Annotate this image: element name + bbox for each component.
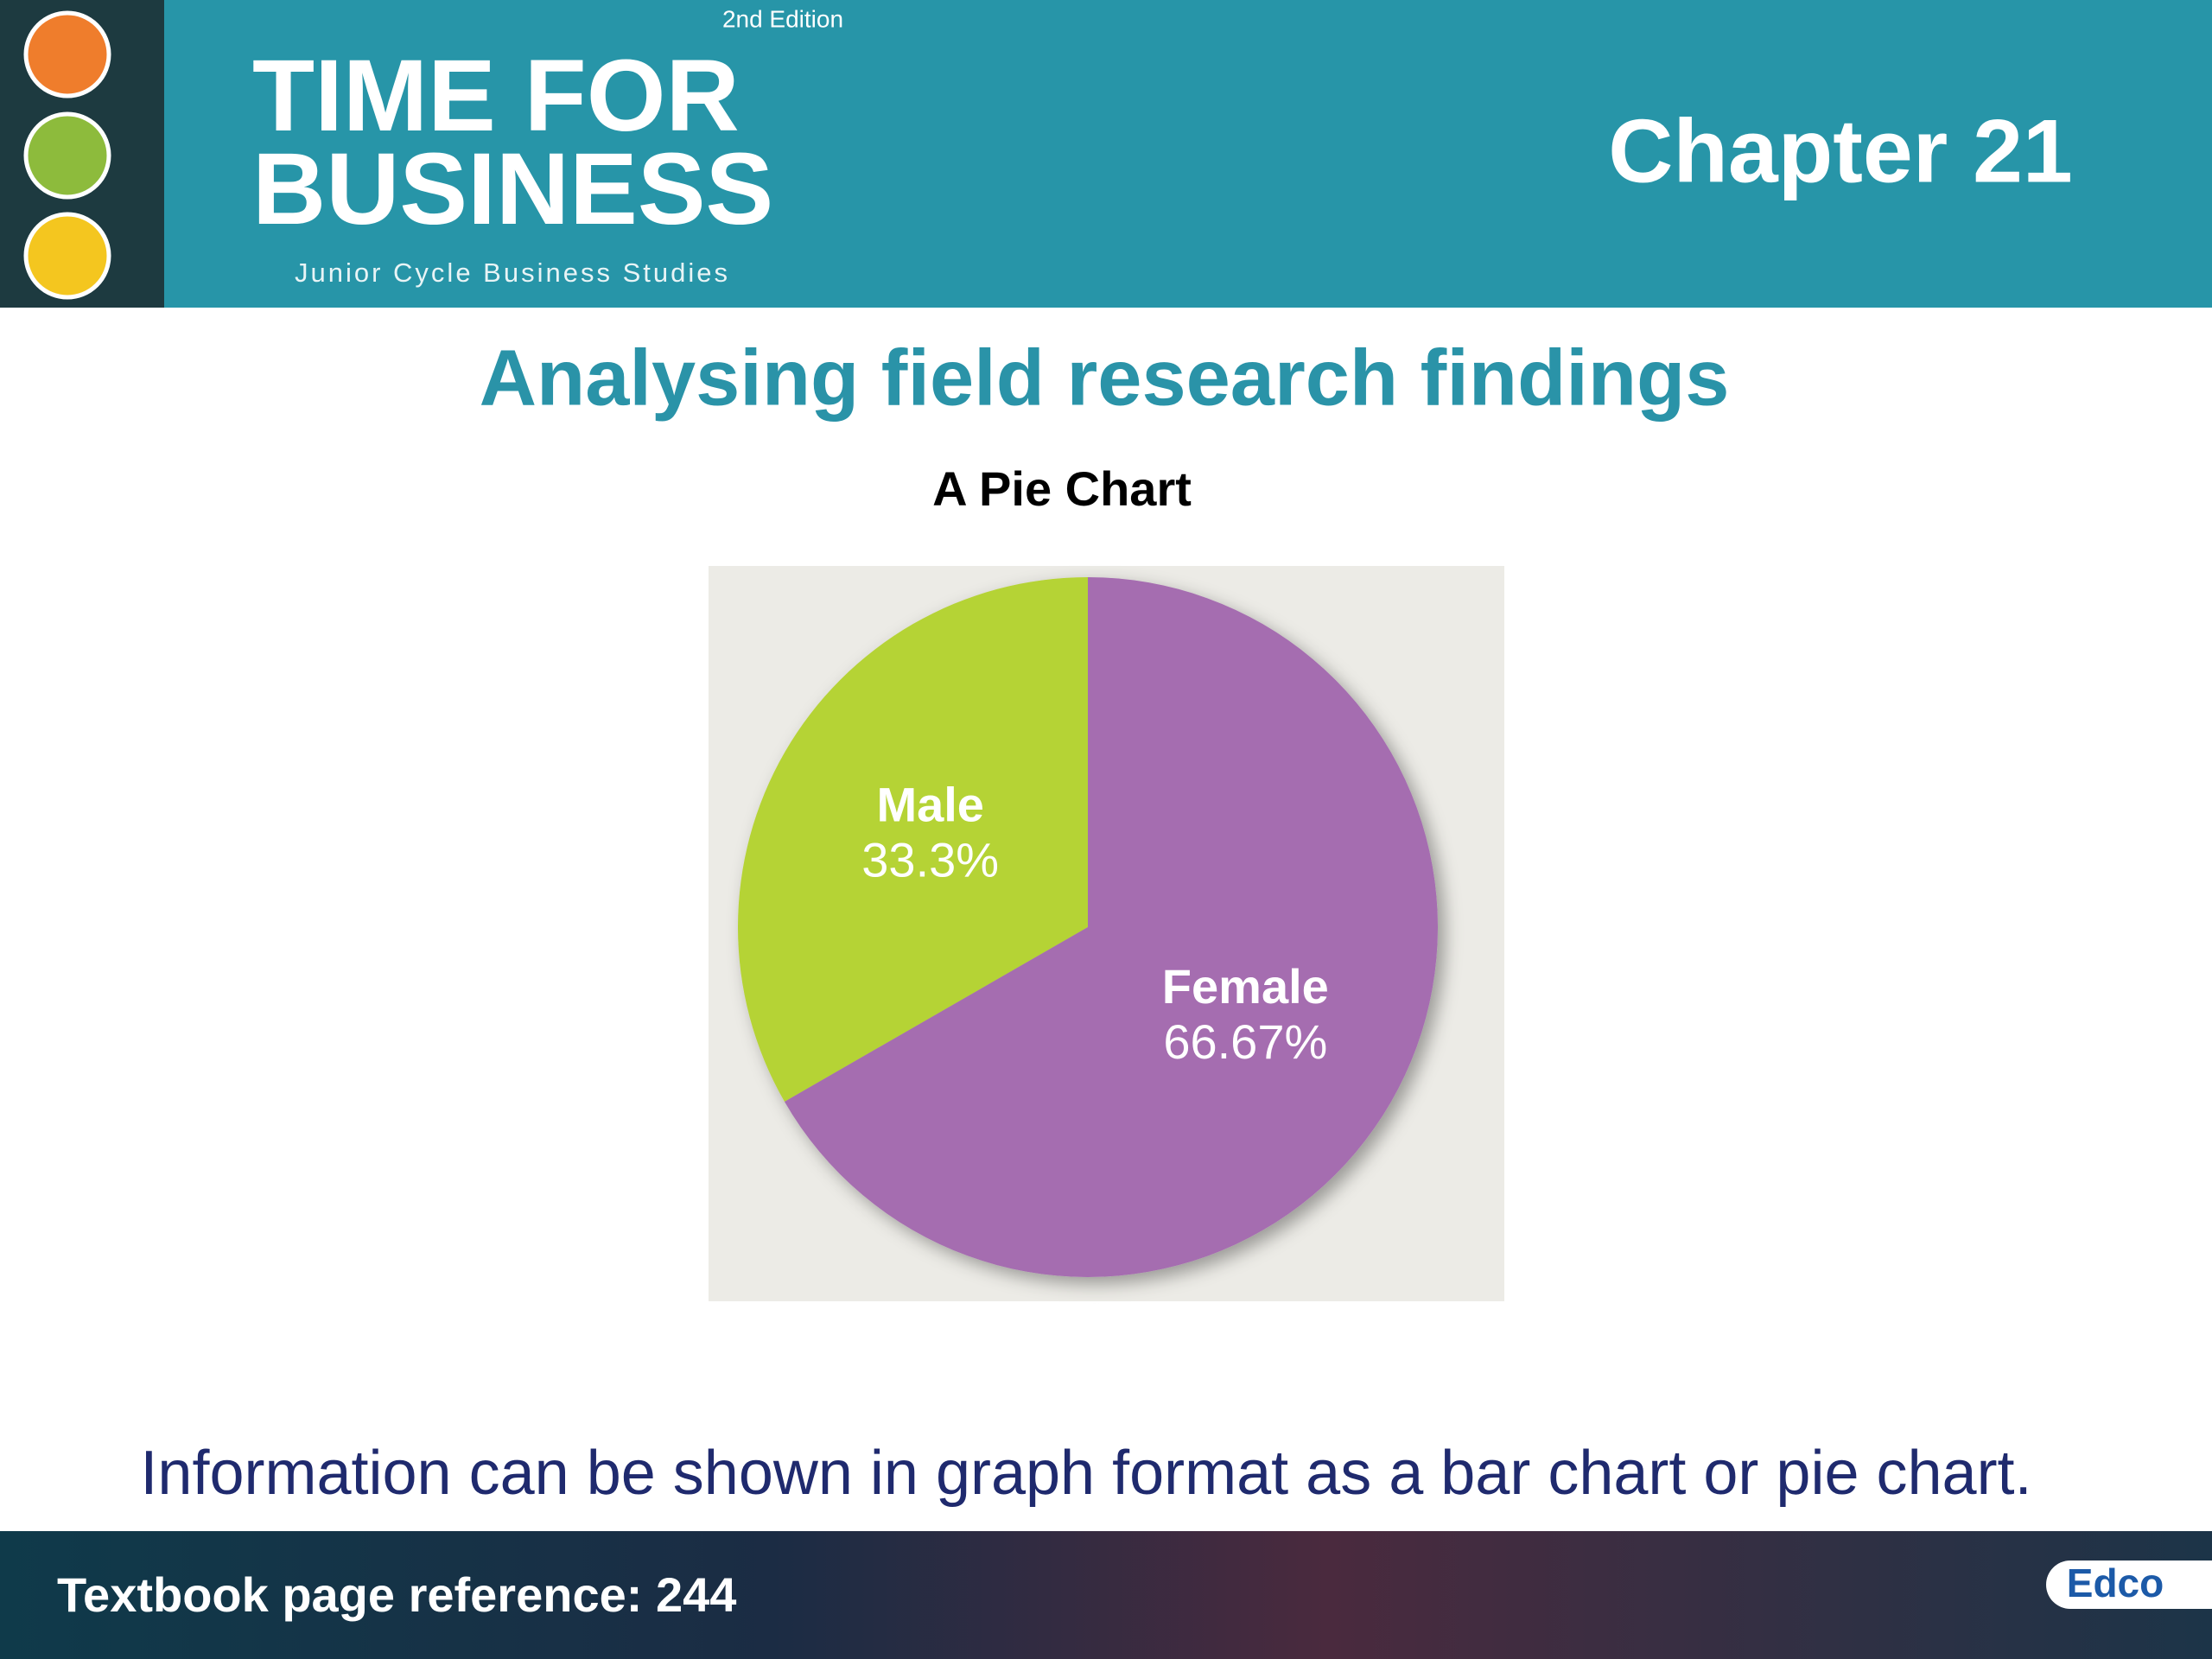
pie-slice	[738, 577, 1088, 1102]
chapter: Chapter 21	[1608, 101, 2073, 201]
slice-value: 33.3%	[861, 832, 999, 887]
page-reference: Textbook page reference: 244	[57, 1567, 736, 1622]
edition: 2nd Edition	[722, 5, 843, 32]
slide-title: Analysing field research findings	[480, 334, 1730, 422]
chart-title: A Pie Chart	[932, 461, 1192, 516]
caption: Information can be shown in graph format…	[140, 1439, 2031, 1508]
brand-line: BUSINESS	[252, 132, 773, 246]
logo-pill	[2046, 1560, 2212, 1609]
pie	[738, 577, 1438, 1278]
icon-globe	[23, 212, 111, 300]
brand-sub: Junior Cycle Business Studies	[295, 257, 730, 288]
slice-label: Male	[876, 777, 984, 831]
logo: Edco	[2067, 1560, 2164, 1605]
footer-bar	[0, 1531, 2212, 1659]
header-bar	[0, 0, 2212, 308]
brand-line: TIME FOR	[252, 39, 740, 153]
slice-value: 66.67%	[1163, 1014, 1327, 1069]
pie-slice	[784, 577, 1438, 1278]
slice-label: Female	[1162, 959, 1329, 1014]
icon-wallet	[23, 10, 111, 99]
icon-tally	[23, 111, 111, 200]
